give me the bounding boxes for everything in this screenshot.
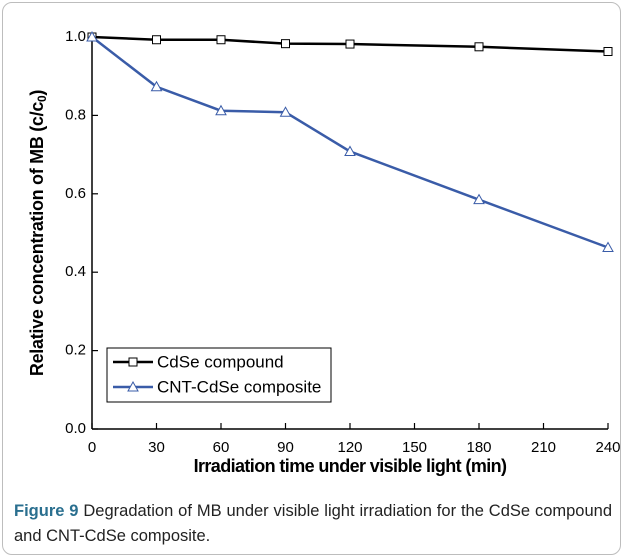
legend-label: CNT-CdSe composite: [157, 377, 321, 396]
marker: [150, 80, 163, 92]
caption-text: Degradation of MB under visible light ir…: [14, 502, 612, 545]
x-tick-label: 120: [337, 439, 362, 456]
marker: [215, 104, 227, 116]
marker: [152, 35, 161, 45]
y-tick-label: 1.0: [65, 28, 86, 45]
marker: [279, 106, 292, 117]
y-tick-label: 0.4: [65, 263, 86, 280]
y-tick-label: 0.6: [65, 185, 86, 202]
marker: [128, 357, 138, 367]
marker: [603, 47, 613, 57]
chart: Irradiation time under visible light (mi…: [27, 28, 621, 476]
caption: Figure 9 Degradation of MB under visible…: [14, 499, 612, 549]
x-tick-label: 0: [88, 439, 96, 456]
x-tick-label: 150: [402, 439, 427, 456]
y-tick-label: 0.8: [65, 106, 86, 123]
x-tick-label: 180: [466, 439, 491, 456]
y-axis-label: Relative concentration of MB (c/c0): [27, 90, 49, 377]
x-tick-label: 210: [531, 439, 556, 456]
marker: [127, 380, 139, 392]
x-tick-label: 240: [595, 439, 620, 456]
x-tick-label: 90: [277, 439, 294, 456]
y-label-end: ): [27, 90, 47, 96]
marker: [345, 39, 355, 49]
marker: [474, 42, 484, 52]
marker: [86, 30, 98, 42]
marker: [602, 241, 614, 253]
marker: [473, 193, 485, 205]
series-line: [91, 36, 609, 249]
y-tick-label: 0.2: [65, 342, 86, 359]
x-tick-label: 30: [148, 439, 165, 456]
y-label-sub: 0: [35, 95, 49, 102]
legend-box: [106, 347, 332, 403]
legend-label: CdSe compound: [157, 352, 284, 371]
x-tick-label: 60: [213, 439, 230, 456]
marker: [344, 145, 356, 156]
y-label-main: Relative concentration of MB (c/c: [27, 102, 47, 376]
marker: [281, 39, 290, 49]
y-tick-label: 0.0: [65, 420, 86, 437]
x-axis-label: Irradiation time under visible light (mi…: [194, 456, 507, 476]
marker: [216, 35, 226, 45]
caption-label: Figure 9: [14, 502, 79, 520]
